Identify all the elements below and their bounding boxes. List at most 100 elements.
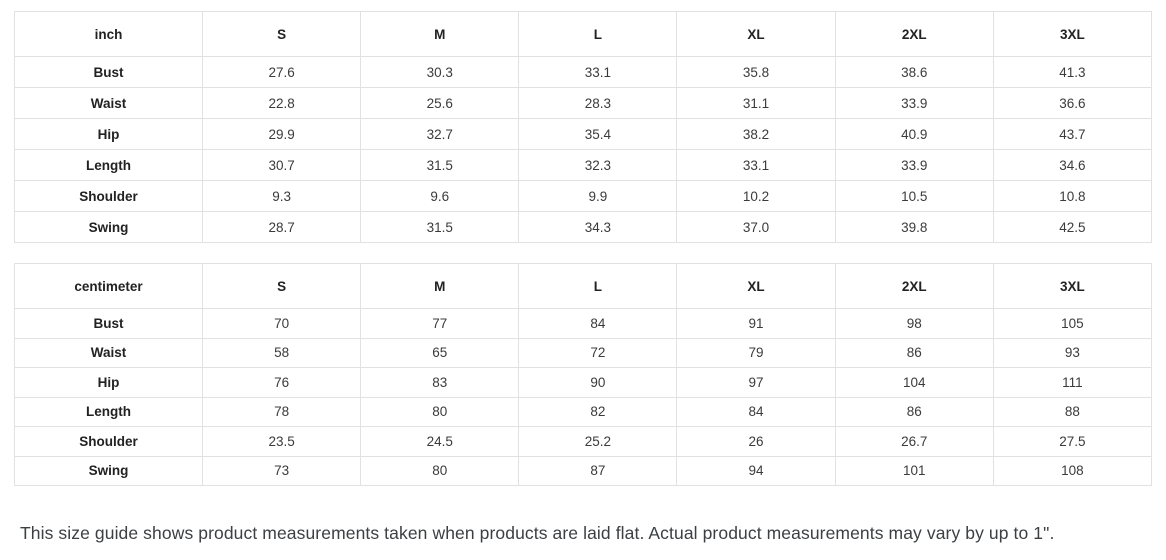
size-column-header: XL [676,11,836,57]
measurement-cell: 26 [676,426,836,457]
size-column-header: 3XL [992,11,1153,57]
measurement-cell: 27.5 [992,426,1153,457]
measurement-cell: 32.3 [518,149,678,181]
measurement-cell: 73 [201,455,362,486]
header-row: inch S M L XL 2XL 3XL [14,11,1153,57]
measurement-cell: 39.8 [834,211,994,243]
measurement-cell: 10.8 [992,180,1153,212]
measurement-cell: 37.0 [676,211,836,243]
row-label-cell: Waist [14,87,203,119]
measurement-cell: 10.2 [676,180,836,212]
measurement-cell: 43.7 [992,118,1153,150]
table-row: Shoulder 9.3 9.6 9.9 10.2 10.5 10.8 [14,180,1153,212]
measurement-cell: 9.9 [518,180,678,212]
measurement-cell: 10.5 [834,180,994,212]
measurement-cell: 26.7 [834,426,994,457]
measurement-cell: 94 [676,455,836,486]
measurement-cell: 90 [518,367,678,398]
measurement-cell: 88 [992,396,1153,427]
measurement-cell: 9.6 [360,180,520,212]
measurement-cell: 80 [360,396,520,427]
row-label-cell: Bust [14,56,203,88]
row-label-cell: Hip [14,367,203,398]
measurement-cell: 87 [518,455,678,486]
row-label-cell: Length [14,149,203,181]
measurement-cell: 28.3 [518,87,678,119]
table-row: Bust 70 77 84 91 98 105 [14,308,1153,339]
table-row: Shoulder 23.5 24.5 25.2 26 26.7 27.5 [14,426,1153,457]
measurement-cell: 35.8 [676,56,836,88]
measurement-cell: 34.6 [992,149,1153,181]
size-column-header: 3XL [992,263,1153,309]
measurement-cell: 83 [360,367,520,398]
measurement-cell: 86 [834,396,994,427]
measurement-cell: 98 [834,308,994,339]
measurement-cell: 31.5 [360,149,520,181]
table-gap [14,243,1152,263]
header-row: centimeter S M L XL 2XL 3XL [14,263,1153,309]
row-label-cell: Length [14,396,203,427]
measurement-cell: 93 [992,337,1153,368]
measurement-cell: 91 [676,308,836,339]
table-row: Swing 28.7 31.5 34.3 37.0 39.8 42.5 [14,211,1153,243]
measurement-cell: 77 [360,308,520,339]
measurement-cell: 58 [201,337,362,368]
table-row: Swing 73 80 87 94 101 108 [14,455,1153,486]
measurement-cell: 111 [992,367,1153,398]
row-label-cell: Shoulder [14,180,203,212]
table-row: Waist 58 65 72 79 86 93 [14,337,1153,368]
measurement-cell: 29.9 [201,118,362,150]
measurement-cell: 27.6 [201,56,362,88]
row-label-cell: Swing [14,211,203,243]
table-row: Length 78 80 82 84 86 88 [14,396,1153,427]
row-label-cell: Bust [14,308,203,339]
row-label-cell: Swing [14,455,203,486]
measurement-cell: 70 [201,308,362,339]
size-column-header: M [360,11,520,57]
measurement-cell: 35.4 [518,118,678,150]
size-table-inch: inch S M L XL 2XL 3XL Bust 27.6 30.3 33.1 35.8 38.6 4… [14,11,1153,243]
size-table-centimeter: centimeter S M L XL 2XL 3XL Bust 70 77 84 91 98 105 Wa… [14,263,1153,486]
measurement-cell: 38.2 [676,118,836,150]
measurement-cell: 38.6 [834,56,994,88]
measurement-cell: 31.5 [360,211,520,243]
measurement-cell: 76 [201,367,362,398]
measurement-cell: 42.5 [992,211,1153,243]
measurement-cell: 32.7 [360,118,520,150]
measurement-cell: 23.5 [201,426,362,457]
size-column-header: 2XL [834,263,994,309]
measurement-cell: 25.2 [518,426,678,457]
measurement-cell: 41.3 [992,56,1153,88]
row-label-cell: Waist [14,337,203,368]
measurement-cell: 33.9 [834,87,994,119]
row-label-cell: Shoulder [14,426,203,457]
unit-header-cell: inch [14,11,203,57]
size-column-header: L [518,11,678,57]
table-row: Hip 76 83 90 97 104 111 [14,367,1153,398]
table-row: Bust 27.6 30.3 33.1 35.8 38.6 41.3 [14,56,1153,88]
measurement-cell: 105 [992,308,1153,339]
measurement-cell: 84 [676,396,836,427]
measurement-cell: 86 [834,337,994,368]
unit-header-cell: centimeter [14,263,203,309]
table-row: Hip 29.9 32.7 35.4 38.2 40.9 43.7 [14,118,1153,150]
measurement-cell: 9.3 [201,180,362,212]
size-column-header: XL [676,263,836,309]
measurement-cell: 97 [676,367,836,398]
measurement-cell: 72 [518,337,678,368]
size-column-header: L [518,263,678,309]
measurement-cell: 30.7 [201,149,362,181]
size-column-header: S [201,263,362,309]
size-column-header: M [360,263,520,309]
size-column-header: 2XL [834,11,994,57]
measurement-cell: 22.8 [201,87,362,119]
measurement-cell: 24.5 [360,426,520,457]
measurement-cell: 33.9 [834,149,994,181]
measurement-cell: 33.1 [676,149,836,181]
measurement-cell: 33.1 [518,56,678,88]
measurement-cell: 36.6 [992,87,1153,119]
measurement-cell: 82 [518,396,678,427]
measurement-cell: 28.7 [201,211,362,243]
measurement-cell: 30.3 [360,56,520,88]
